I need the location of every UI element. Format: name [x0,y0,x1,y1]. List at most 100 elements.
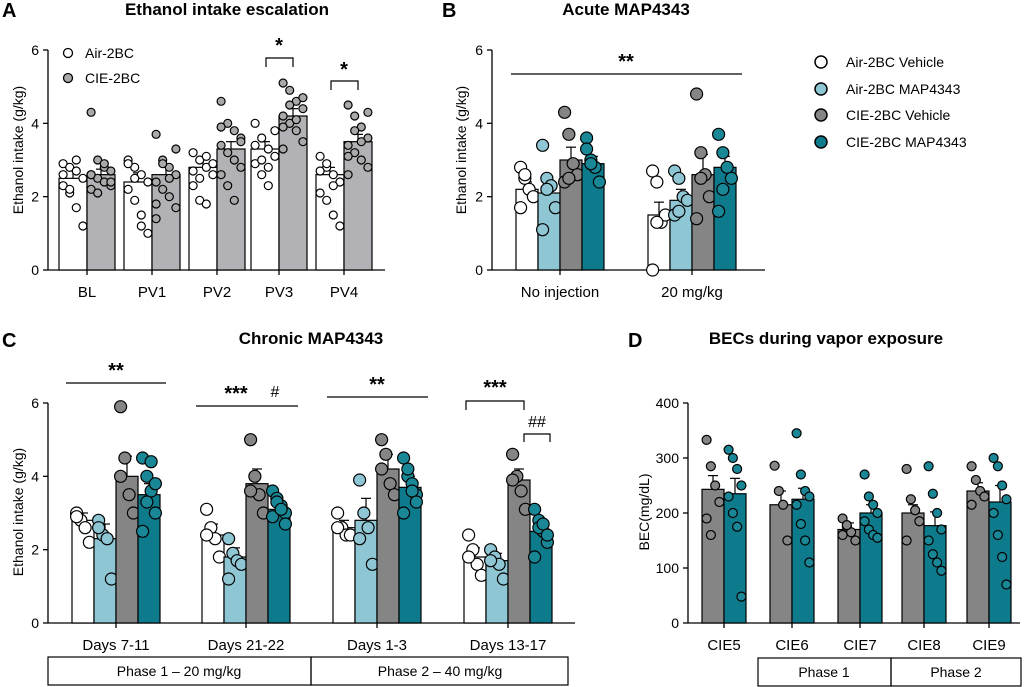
panel-a-data-point [195,173,205,183]
panel-a-data-point [151,177,161,187]
phase-label-2: Phase 2 – 40 mg/kg [378,663,503,679]
panel-d-data-point [723,491,734,502]
panel-a-data-point [343,170,353,180]
panel-b-data-point [689,212,704,226]
panel-d-data-point [923,535,934,546]
panel-d-data-point [970,474,981,486]
panel-a-data-point [328,210,338,220]
panel-d-data-point [736,480,747,491]
panel-c-bar [245,483,269,624]
panel-c-data-point [122,488,136,502]
panel-c-data-point [248,469,262,483]
panel-a-data-point [322,159,332,169]
panel-b-data-point [716,182,730,196]
panel-c-data-point [379,447,393,461]
panel-a-data-point [257,133,267,143]
panel-letter-d: D [628,330,642,352]
panel-a-data-point [298,104,308,114]
panel-d-data-point [800,535,811,546]
panel-c-data-point [331,521,345,535]
panel-a-data-point [350,111,360,121]
panel-b-ylabel: Ethanol intake (g/kg) [453,86,469,214]
panel-c-data-point [100,532,114,546]
panel-a-data-point [270,126,280,136]
panel-a-data-point [65,184,75,194]
panel-a-data-point [278,111,288,121]
panel-d-data-point [923,461,934,472]
panel-d-data-point [1001,494,1012,505]
panel-b-data-point [562,127,576,141]
panel-a-data-point [263,181,273,191]
panel-a-data-point [343,151,353,161]
panel-c-data-point [462,550,476,564]
panel-d-data-point [997,480,1008,491]
panel-d-x-tick-label: CIE7 [843,637,876,654]
panel-d-data-point [778,499,789,510]
phase-label-d1: Phase 1 [798,664,850,680]
panel-a-data-point [315,188,325,198]
panel-c-data-point [78,521,92,535]
panel-c-data-point [397,451,411,465]
legend-label-air-vehicle: Air-2BC Vehicle [846,54,944,70]
panel-d-bar [901,512,925,624]
panel-d-data-point [988,452,999,464]
panel-c-data-point [144,455,158,469]
panel-b-y-tick-label: 2 [475,189,483,205]
panel-b-data-point [513,201,528,215]
panel-b-data-point [650,175,664,189]
panel-a-data-point [343,100,353,110]
panel-c-data-point [401,462,415,476]
panel-c-data-point [91,521,106,535]
panel-a-y-tick-label: 4 [31,115,39,131]
panel-d-y-tick-label: 400 [656,395,680,411]
panel-d-bar [701,488,725,624]
panel-c-bar [332,527,356,624]
sig-c3: ** [369,374,385,396]
panel-b-data-point [579,131,594,145]
panel-d-data-point [841,519,852,531]
sig-c1: ** [108,360,124,382]
panel-a-data-point [229,155,239,165]
panel-a-ylabel: Ethanol intake (g/kg) [10,86,26,214]
panel-a-data-point [257,155,267,165]
panel-d-data-point [992,461,1003,472]
panel-d-data-point [791,428,802,439]
panel-d-data-point [901,463,912,475]
panel-a-data-point [278,78,288,88]
panel-d-data-point [863,491,874,502]
panel-d-data-point [714,496,725,508]
panel-d-y-tick-label: 200 [656,505,680,521]
panel-d-data-point [872,532,883,543]
panel-a-data-point [208,170,218,180]
panel-a-data-point [93,188,103,198]
panel-a-data-point [78,173,88,183]
panel-b-data-point [645,164,660,178]
panel-c-data-point [136,524,150,538]
panel-a-data-point [106,166,116,176]
panel-letter-b: B [442,0,456,22]
panel-b-data-point [720,160,734,174]
legend-marker-cie [62,72,74,84]
panel-d-data-point [705,529,716,541]
panel-a-data-point [71,166,81,176]
panel-a-data-point [216,140,226,150]
panel-a-x-tick-label: PV3 [265,284,293,301]
panel-a-data-point [328,181,338,191]
panel-c-data-point [540,528,555,542]
panel-d-data-point [850,535,861,546]
panel-a-data-point [236,162,246,172]
panel-c-y-tick-label: 4 [31,468,39,484]
bracket-c4-hash [523,433,551,442]
panel-b-data-point [716,146,730,160]
legend-label-air-map: Air-2BC MAP4343 [846,81,961,97]
panel-c-bar [201,534,225,624]
sig-pv3: * [275,35,283,57]
panel-d-data-point [701,513,712,524]
panel-a-data-point [315,151,325,161]
panel-a-data-point [58,170,68,180]
panel-c-data-point [278,517,292,531]
panel-c-data-point [484,554,498,568]
phase-label-d2: Phase 2 [930,664,982,680]
panel-a-data-point [86,107,96,117]
panel-d-bar [966,490,990,624]
